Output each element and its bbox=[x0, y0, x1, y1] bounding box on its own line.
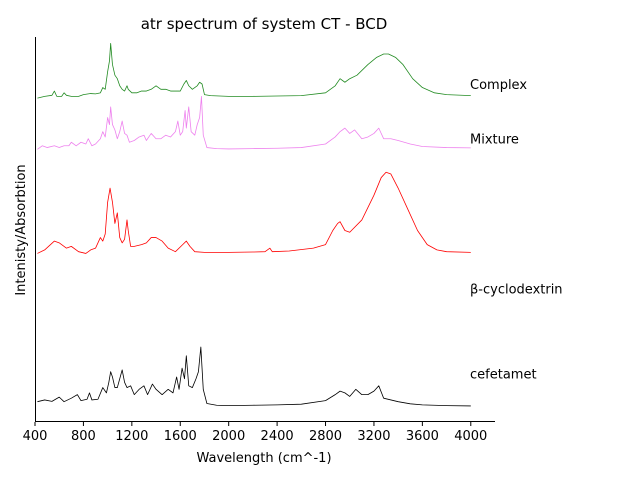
x-axis-ticks: 400 800 1200 1600 2000 2400 2800 3200 3600 4000 bbox=[23, 422, 487, 444]
series-label-2: Mixture bbox=[470, 133, 519, 148]
x-tick-label: 1600 bbox=[164, 429, 197, 444]
x-tick-label: 2400 bbox=[261, 429, 294, 444]
x-tick-label: 3600 bbox=[406, 429, 439, 444]
x-tick-label: 2800 bbox=[309, 429, 342, 444]
series-label-3: Complex bbox=[470, 78, 527, 93]
series-line-0 bbox=[37, 346, 471, 407]
x-tick-label: 400 bbox=[23, 429, 48, 444]
series-line-1 bbox=[37, 171, 471, 254]
x-tick-label: 3200 bbox=[357, 429, 390, 444]
x-tick-label: 800 bbox=[71, 429, 96, 444]
series-line-2 bbox=[37, 95, 471, 150]
x-tick-label: 2000 bbox=[212, 429, 245, 444]
y-axis-label: Intenisty/Absorbtion bbox=[14, 164, 29, 295]
series-label-1: β-cyclodextrin bbox=[470, 283, 563, 298]
x-tick-label: 4000 bbox=[454, 429, 487, 444]
series-line-3 bbox=[37, 43, 471, 99]
series-labels: cefetamet β-cyclodextrin Mixture Complex bbox=[470, 78, 563, 382]
x-tick-label: 1200 bbox=[115, 429, 148, 444]
plot-area bbox=[37, 43, 471, 407]
chart-title: atr spectrum of system CT - BCD bbox=[141, 15, 388, 33]
series-label-0: cefetamet bbox=[470, 367, 537, 382]
x-axis-label: Wavelength (cm^-1) bbox=[196, 451, 331, 466]
